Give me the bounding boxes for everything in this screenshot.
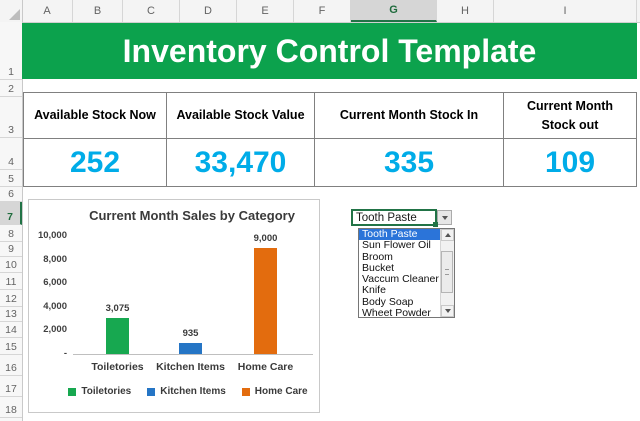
data-label: 9,000 (253, 233, 278, 244)
legend-label: Toiletories (81, 386, 132, 397)
arrow-up-icon (444, 233, 451, 237)
column-header-C[interactable]: C (123, 0, 180, 22)
scroll-down-button[interactable] (441, 305, 454, 317)
corner-triangle-icon (9, 9, 20, 20)
kpi-label: Available Stock Now (24, 93, 166, 139)
y-tick-label: - (63, 348, 67, 359)
row-header-16[interactable]: 16 (0, 355, 22, 376)
bar-home-care (254, 248, 277, 354)
legend-label: Kitchen Items (160, 386, 226, 397)
data-label: 935 (182, 328, 199, 339)
column-header-E[interactable]: E (237, 0, 294, 22)
row-header-9[interactable]: 9 (0, 242, 22, 257)
kpi-value: 33,470 (194, 145, 287, 179)
y-tick-label: 4,000 (43, 300, 67, 312)
row-header-2[interactable]: 2 (0, 80, 22, 97)
category-label: Toiletories (91, 361, 144, 373)
y-tick-label: 2,000 (43, 324, 67, 336)
chart-title: Current Month Sales by Category (89, 208, 295, 223)
dropdown-option[interactable]: Body Soap (362, 296, 414, 308)
y-tick-label: 8,000 (43, 253, 67, 265)
dropdown-arrow-button[interactable] (437, 210, 452, 225)
scrollbar[interactable] (440, 229, 454, 317)
row-header-17[interactable]: 17 (0, 376, 22, 397)
scrollbar-thumb[interactable] (441, 251, 453, 293)
dropdown-option[interactable]: Vaccum Cleaner (362, 274, 439, 285)
kpi-label: Current Month Stock In (315, 93, 503, 139)
row-header-7[interactable]: 7 (0, 202, 22, 225)
dropdown-option[interactable]: Bucket (362, 262, 395, 274)
dropdown-value[interactable]: Tooth Paste (356, 211, 417, 224)
column-header-F[interactable]: F (294, 0, 351, 22)
fill-handle[interactable] (433, 222, 438, 227)
dropdown-option[interactable]: Knife (362, 285, 386, 297)
kpi-card-available-stock-now: Available Stock Now 252 (23, 92, 167, 187)
dropdown-option[interactable]: Wheet Powder (362, 307, 431, 319)
title-banner: Inventory Control Template (22, 23, 637, 79)
legend-swatch (241, 387, 250, 396)
category-dropdown-cell[interactable]: Tooth Paste (351, 209, 437, 226)
column-header-I[interactable]: I (494, 0, 637, 22)
legend-item: Kitchen Items (147, 386, 226, 397)
dropdown-list: Tooth Paste Sun Flower Oil Broom Bucket Vacc… (358, 228, 455, 319)
bar-chart[interactable]: Current Month Sales by Category Toiletor… (28, 199, 320, 413)
y-tick-label: 10,000 (37, 230, 67, 241)
chart-legend: Toiletories Kitchen Items Home Care (63, 386, 313, 397)
column-header-D[interactable]: D (180, 0, 237, 22)
legend-item: Home Care (241, 386, 308, 397)
row-header-18[interactable]: 18 (0, 397, 22, 418)
chevron-down-icon (441, 215, 448, 220)
data-label: 3,075 (105, 303, 130, 314)
legend-item: Toiletories (68, 386, 131, 397)
row-header-4[interactable]: 4 (0, 138, 22, 170)
dropdown-option[interactable]: Broom (362, 251, 393, 263)
y-tick-label: 6,000 (43, 277, 67, 289)
row-header-5[interactable]: 5 (0, 170, 22, 187)
row-header-3[interactable]: 3 (0, 97, 22, 138)
arrow-down-icon (444, 309, 451, 313)
kpi-card-available-stock-value: Available Stock Value 33,470 (166, 92, 315, 187)
column-header-B[interactable]: B (73, 0, 123, 22)
scroll-up-button[interactable] (441, 229, 454, 241)
select-all-corner[interactable] (0, 0, 23, 22)
dropdown-option[interactable]: Sun Flower Oil (362, 240, 431, 252)
kpi-value: 252 (69, 145, 121, 179)
row-header-10[interactable]: 10 (0, 257, 22, 273)
bar-toiletories (106, 318, 129, 354)
row-header-14[interactable]: 14 (0, 322, 22, 338)
kpi-label: Available Stock Value (167, 93, 314, 139)
column-header-A[interactable]: A (22, 0, 73, 22)
x-axis-line (73, 354, 313, 355)
row-header-1[interactable]: 1 (0, 22, 22, 80)
kpi-label: Current Month Stock out (504, 93, 636, 139)
legend-swatch (147, 387, 156, 396)
row-header-15[interactable]: 15 (0, 338, 22, 355)
row-header-13[interactable]: 13 (0, 307, 22, 322)
column-header-G[interactable]: G (351, 0, 437, 22)
bar-kitchen-items (179, 343, 202, 354)
row-headers: 1 2 3 4 5 6 7 8 9 10 11 12 13 14 15 16 17 18 (0, 22, 23, 421)
legend-label: Home Care (254, 386, 308, 397)
row-header-12[interactable]: 12 (0, 290, 22, 307)
row-header-11[interactable]: 11 (0, 273, 22, 290)
kpi-value: 335 (383, 145, 435, 179)
kpi-card-current-month-stock-in: Current Month Stock In 335 (314, 92, 504, 187)
dropdown-option[interactable]: Tooth Paste (359, 229, 441, 241)
column-header-H[interactable]: H (437, 0, 494, 22)
row-header-6[interactable]: 6 (0, 187, 22, 202)
legend-swatch (68, 387, 77, 396)
row-header-8[interactable]: 8 (0, 225, 22, 242)
dropdown-options: Tooth Paste Sun Flower Oil Broom Bucket Vacc… (359, 229, 454, 319)
kpi-value: 109 (544, 145, 596, 179)
kpi-card-current-month-stock-out: Current Month Stock out 109 (503, 92, 637, 187)
category-label: Kitchen Items (156, 361, 225, 373)
category-label: Home Care (237, 361, 294, 373)
